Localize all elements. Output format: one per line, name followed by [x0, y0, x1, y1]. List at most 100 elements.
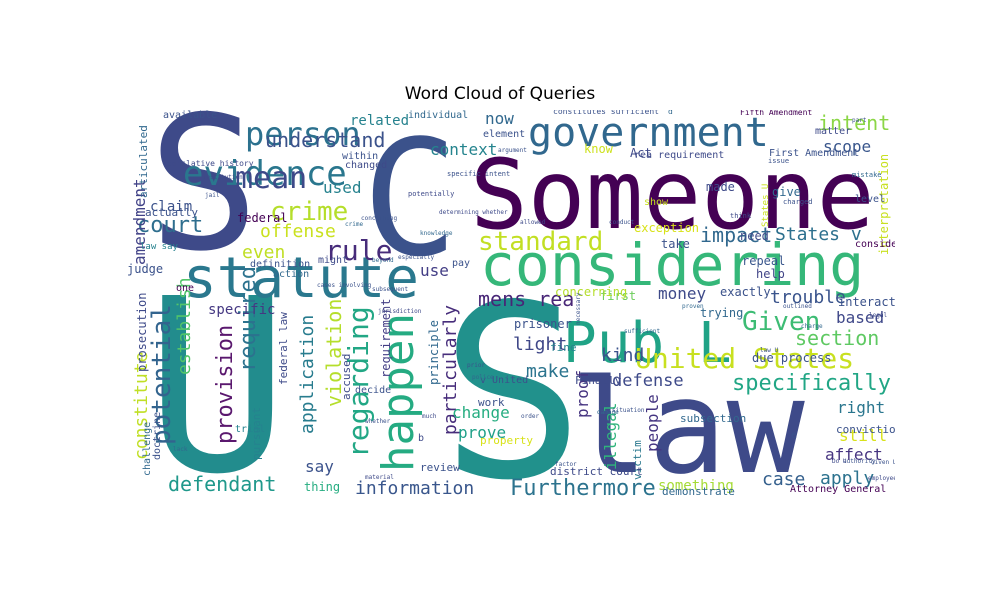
word-sufficient: sufficient [624, 328, 661, 335]
word-do-u: Do U [832, 458, 847, 465]
word-defendant: defendant [168, 472, 276, 496]
word-related: related [350, 113, 409, 129]
word-within: within [342, 151, 378, 162]
word-matter: matter [815, 126, 851, 137]
word-crime: crime [345, 221, 363, 228]
chart-title: Word Cloud of Queries [404, 84, 596, 104]
word-requirement: requirement [379, 299, 393, 378]
word-pub-l: Pub L [563, 311, 732, 376]
word-apply: apply [820, 468, 874, 489]
word-e: e [791, 430, 797, 441]
word-review: review [420, 461, 460, 474]
word-legislative-history: legislative history [162, 159, 254, 168]
word-considered: considered [855, 239, 895, 250]
word-challenge: challenge [142, 422, 153, 476]
word-knowledge: knowledge [420, 230, 453, 237]
word-concerning: concerning [555, 285, 627, 299]
word-authority: authority [843, 458, 876, 465]
word-factor: factor [555, 461, 577, 468]
word-constitute: constitute [131, 352, 152, 460]
word-standard: standard [478, 227, 603, 257]
word-cloud-canvas: S CU SSomeonelawconsideringstatutegovernme… [127, 110, 895, 500]
word-decide: decide [355, 385, 391, 396]
word-context: context [430, 140, 497, 159]
word-trial: trial [235, 424, 265, 435]
word-make: make [526, 361, 569, 382]
word-even: even [242, 242, 285, 263]
word-court: court [137, 213, 203, 238]
word-law-say: law say [140, 242, 179, 252]
word-defense: defense [612, 371, 684, 391]
word-actually: actually [145, 206, 198, 219]
word-scope: scope [823, 137, 871, 156]
word-first: first [600, 289, 636, 303]
word-first-amendment: First Amendment [769, 148, 859, 159]
word-specific: specific [208, 302, 275, 318]
word-now: now [485, 110, 514, 128]
word-claim: claim [150, 199, 192, 215]
word-use: use [420, 261, 449, 280]
word-charged: charged [783, 198, 813, 206]
word-situation: situation [612, 407, 645, 414]
word-given-u: Given U [871, 459, 895, 466]
word-potential: potential [147, 304, 177, 445]
word-level: level [855, 194, 885, 205]
word-violation: violation [322, 299, 346, 407]
word-know: know [584, 142, 614, 156]
word-doctrine: doctrine [152, 412, 163, 460]
word-mens-rea: mens rea [478, 287, 574, 311]
word-subsequent: subsequent [372, 286, 409, 293]
word-outlined: outlined [783, 303, 812, 310]
word-specific-intent: specific intent [447, 170, 510, 178]
word-c: C [362, 110, 458, 292]
word-changed: changed [345, 160, 387, 171]
word-constitutes-sufficient: constitutes sufficient [553, 110, 659, 116]
word-much: much [422, 413, 437, 420]
word-individual: individual [408, 110, 468, 121]
word-someone: Someone [470, 139, 875, 251]
word-regarding: regarding [342, 306, 375, 458]
word-still: still [839, 426, 887, 445]
word-pursuant: pursuant [250, 407, 263, 460]
word-u: U [145, 247, 290, 500]
word-states-v: States v [775, 224, 862, 245]
word-case: case [762, 469, 805, 490]
word-change: change [452, 403, 510, 422]
word-especially: especially [398, 254, 435, 261]
word-crime: crime [270, 197, 348, 227]
word-amendment: amendment [130, 178, 149, 265]
word-police: police [472, 374, 494, 381]
word-mean: mean [235, 161, 307, 196]
word-work: work [478, 396, 505, 409]
word-law: law [570, 351, 806, 500]
word-fine: fine [550, 341, 577, 354]
word-federal-law: federal law [277, 312, 290, 385]
word-jail: jail [205, 192, 220, 199]
word-conviction: conviction [836, 423, 895, 436]
word-given: Given [742, 307, 820, 337]
word-illegal: illegal [601, 403, 620, 470]
word-law-u: law U [760, 347, 778, 354]
word-argument: argument [498, 147, 527, 154]
word-statute: statute [183, 246, 419, 311]
word-restitution: restitution [203, 174, 243, 181]
word-demonstrate: demonstrate [662, 485, 735, 498]
word-specifically: specifically [732, 371, 891, 396]
word-say: say [305, 457, 334, 476]
word-required: required [236, 266, 261, 372]
word-legal: legal [869, 312, 887, 319]
word-federal: federal [237, 211, 288, 225]
word-based: based [836, 308, 884, 327]
word-prisoner: prisoner [514, 317, 572, 331]
word-beyond: beyond [372, 257, 394, 264]
word-people: people [643, 394, 662, 452]
word-damage: damage [597, 409, 619, 416]
word-cases-involving: cases involving [317, 282, 372, 289]
word-whether: whether [365, 418, 391, 425]
word-might: might [318, 255, 348, 266]
word-articulated: articulated [137, 125, 150, 198]
word-charge: charge [801, 323, 823, 330]
word-thing: thing [304, 480, 340, 494]
word-employee: employee [868, 475, 895, 482]
